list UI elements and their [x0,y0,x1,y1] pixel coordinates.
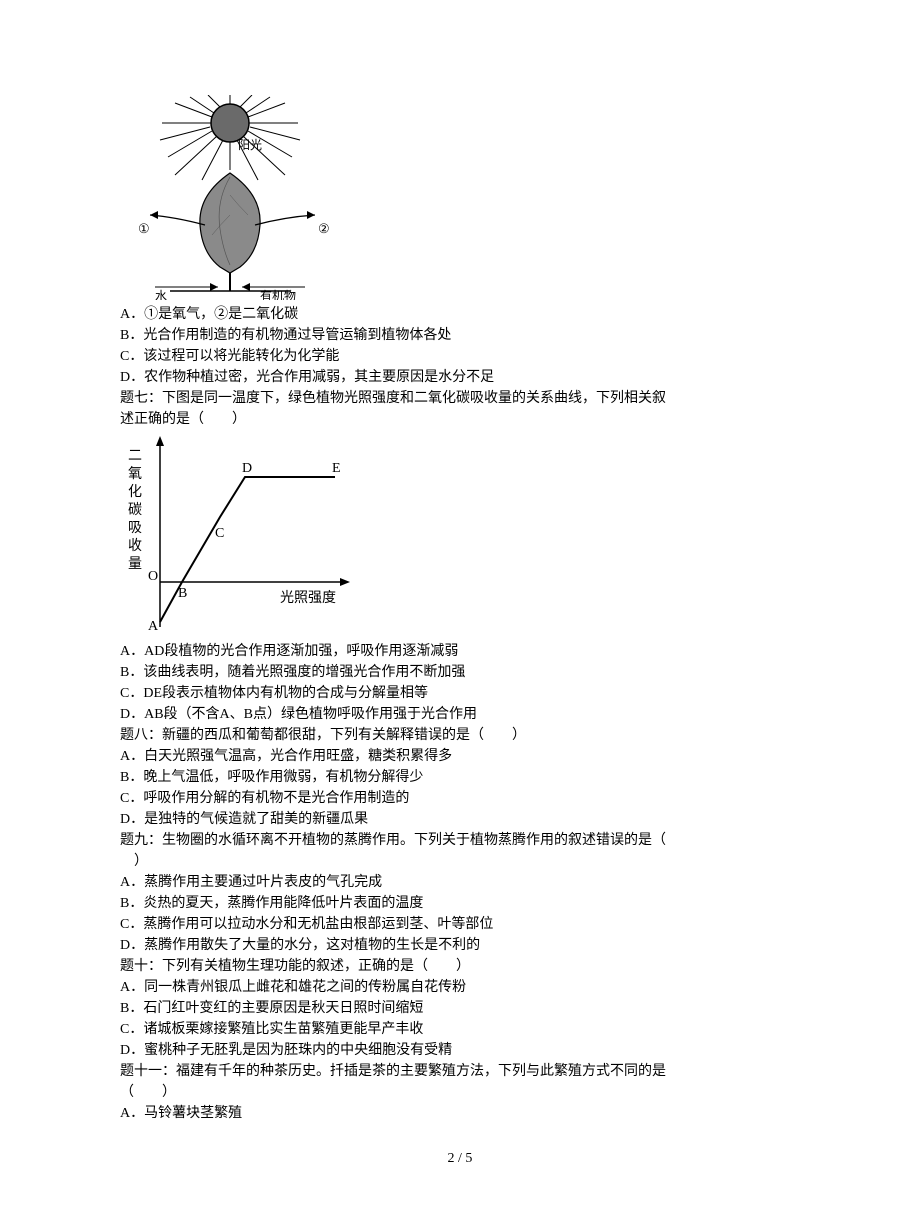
q8-option-b: B．晚上气温低，呼吸作用微弱，有机物分解得少 [120,767,800,788]
q6-option-a: A．①是氧气，②是二氧化碳 [120,304,800,325]
q10-stem: 题十：下列有关植物生理功能的叙述，正确的是（ ） [120,956,800,977]
ylabel-2: 氧 [128,466,142,482]
q8-stem: 题八：新疆的西瓜和葡萄都很甜，下列有关解释错误的是（ ） [120,725,800,746]
xlabel: 光照强度 [280,590,336,606]
q8-option-a: A．白天光照强气温高，光合作用旺盛，糖类积累得多 [120,746,800,767]
q11-stem-1: 题十一：福建有千年的种茶历史。扦插是茶的主要繁殖方法，下列与此繁殖方式不同的是 [120,1061,800,1082]
organic-label: 有机物 [260,289,296,300]
q9-option-c: C．蒸腾作用可以拉动水分和无机盐由根部运到茎、叶等部位 [120,914,800,935]
point-e: E [332,461,341,476]
point-o: O [148,569,158,584]
ylabel-7: 量 [128,556,142,572]
ylabel-6: 收 [128,538,142,554]
photosynthesis-diagram: 阳光 ① ② 水 有机物 [120,95,340,300]
ylabel-3: 化 [128,484,142,500]
q9-option-a: A．蒸腾作用主要通过叶片表皮的气孔完成 [120,872,800,893]
arrow1-label: ① [138,221,150,236]
ylabel-5: 吸 [128,521,142,536]
q8-option-c: C．呼吸作用分解的有机物不是光合作用制造的 [120,788,800,809]
ylabel-1: 二 [128,449,142,464]
q7-option-d: D．AB段（不含A、B点）绿色植物呼吸作用强于光合作用 [120,704,800,725]
point-a: A [148,619,159,634]
arrow2-label: ② [318,221,330,236]
water-label: 水 [155,289,167,300]
q9-stem-2: ） [120,851,800,872]
q9-option-b: B．炎热的夏天，蒸腾作用能降低叶片表面的温度 [120,893,800,914]
q8-option-d: D．是独特的气候造就了甜美的新疆瓜果 [120,809,800,830]
q10-option-b: B．石门红叶变红的主要原因是秋天日照时间缩短 [120,998,800,1019]
q10-option-d: D．蜜桃种子无胚乳是因为胚珠内的中央细胞没有受精 [120,1040,800,1061]
q10-option-c: C．诸城板栗嫁接繁殖比实生苗繁殖更能早产丰收 [120,1019,800,1040]
q7-option-b: B．该曲线表明，随着光照强度的增强光合作用不断加强 [120,662,800,683]
q7-stem-2: 述正确的是（ ） [120,409,800,430]
q6-option-d: D．农作物种植过密，光合作用减弱，其主要原因是水分不足 [120,367,800,388]
q9-stem-1: 题九：生物圈的水循环离不开植物的蒸腾作用。下列关于植物蒸腾作用的叙述错误的是（ [120,830,800,851]
q11-option-a: A．马铃薯块茎繁殖 [120,1103,800,1124]
point-d: D [242,461,252,476]
q6-option-c: C．该过程可以将光能转化为化学能 [120,346,800,367]
page-number: 2 / 5 [0,1148,920,1169]
ylabel-4: 碳 [128,502,142,518]
point-b: B [178,586,187,601]
sun-label: 阳光 [238,138,262,152]
q7-option-a: A．AD段植物的光合作用逐渐加强，呼吸作用逐渐减弱 [120,641,800,662]
q6-option-b: B．光合作用制造的有机物通过导管运输到植物体各处 [120,325,800,346]
q9-option-d: D．蒸腾作用散失了大量的水分，这对植物的生长是不利的 [120,935,800,956]
q7-stem-1: 题七：下图是同一温度下，绿色植物光照强度和二氧化碳吸收量的关系曲线，下列相关叙 [120,388,800,409]
q11-stem-2: （ ） [120,1082,800,1103]
q7-option-c: C．DE段表示植物体内有机物的合成与分解量相等 [120,683,800,704]
point-c: C [215,526,224,541]
light-curve-chart: 二 氧 化 碳 吸 收 量 光照强度 A O B C D E [120,432,360,637]
q10-option-a: A．同一株青州银瓜上雌花和雄花之间的传粉属自花传粉 [120,977,800,998]
